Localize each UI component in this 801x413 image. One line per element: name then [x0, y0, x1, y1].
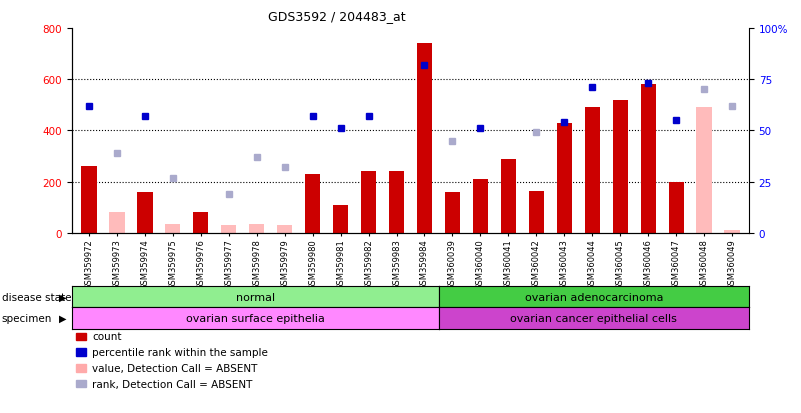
Text: ovarian surface epithelia: ovarian surface epithelia — [186, 313, 325, 323]
Bar — [557, 123, 572, 233]
Bar — [81, 167, 97, 233]
Bar — [165, 224, 180, 233]
Text: ovarian adenocarcinoma: ovarian adenocarcinoma — [525, 292, 663, 302]
Text: value, Detection Call = ABSENT: value, Detection Call = ABSENT — [92, 363, 257, 373]
Text: ▶: ▶ — [58, 292, 66, 302]
Text: percentile rank within the sample: percentile rank within the sample — [92, 347, 268, 357]
Text: ovarian cancer epithelial cells: ovarian cancer epithelial cells — [510, 313, 678, 323]
Bar — [249, 224, 264, 233]
Bar — [388, 172, 405, 233]
Text: rank, Detection Call = ABSENT: rank, Detection Call = ABSENT — [92, 379, 252, 389]
Bar — [277, 225, 292, 233]
Bar — [417, 44, 433, 233]
Bar — [445, 192, 460, 233]
Text: specimen: specimen — [2, 313, 52, 323]
Text: normal: normal — [235, 292, 275, 302]
Bar — [613, 100, 628, 233]
Bar — [585, 108, 600, 233]
Bar — [641, 85, 656, 233]
Bar — [305, 175, 320, 233]
Bar — [109, 213, 124, 233]
Bar — [473, 180, 488, 233]
Text: count: count — [92, 332, 122, 342]
Bar — [221, 225, 236, 233]
Bar — [333, 205, 348, 233]
Text: GDS3592 / 204483_at: GDS3592 / 204483_at — [268, 10, 405, 23]
Bar — [697, 108, 712, 233]
Text: disease state: disease state — [2, 292, 71, 302]
Bar — [529, 191, 544, 233]
Bar — [669, 182, 684, 233]
Bar — [193, 213, 208, 233]
Bar — [501, 159, 516, 233]
Text: ▶: ▶ — [58, 313, 66, 323]
Bar — [724, 231, 740, 233]
Bar — [137, 192, 152, 233]
Bar — [361, 172, 376, 233]
